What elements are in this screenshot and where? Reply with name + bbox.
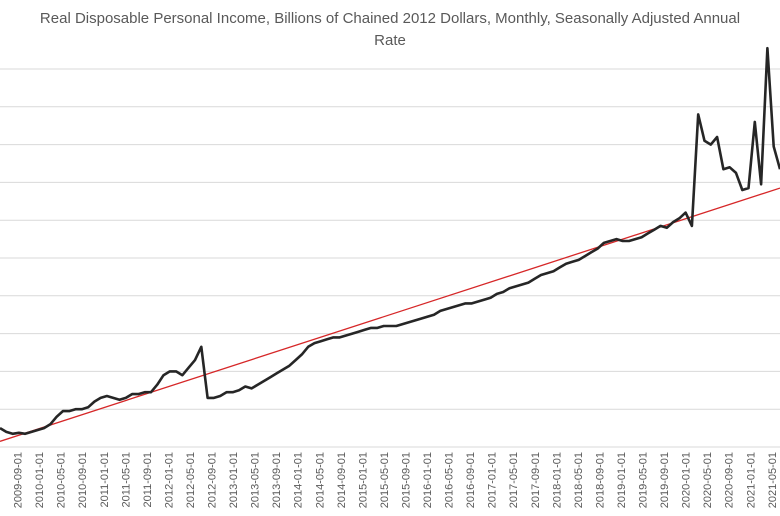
x-tick-label: 2013-05-01 [250,452,262,508]
x-tick-label: 2014-09-01 [336,452,348,508]
x-tick-label: 2021-05-01 [767,452,779,508]
x-tick-label: 2018-01-01 [551,452,563,508]
chart-lines [0,46,780,442]
x-tick-label: 2012-09-01 [207,452,219,508]
x-tick-label: 2014-01-01 [293,452,305,508]
x-tick-label: 2016-09-01 [465,452,477,508]
x-tick-label: 2010-05-01 [56,452,68,508]
x-tick-label: 2018-05-01 [573,452,585,508]
x-tick-label: 2015-09-01 [400,452,412,508]
gridlines [0,68,780,448]
x-tick-label: 2021-01-01 [745,452,757,508]
x-tick-label: 2019-01-01 [616,452,628,508]
x-tick-label: 2009-01-01 [0,452,3,508]
x-tick-label: 2015-01-01 [357,452,369,508]
x-tick-label: 2011-01-01 [99,452,111,507]
x-tick-label: 2020-05-01 [702,452,714,508]
x-tick-label: 2011-05-01 [120,452,132,507]
x-tick-label: 2011-09-01 [142,452,154,507]
x-tick-label: 2019-09-01 [659,452,671,508]
x-tick-label: 2012-01-01 [163,452,175,508]
x-tick-label: 2012-05-01 [185,452,197,508]
x-tick-label: 2010-01-01 [34,452,46,508]
trendline [0,187,780,442]
x-tick-label: 2017-01-01 [487,452,499,508]
x-tick-label: 2009-09-01 [13,452,25,508]
x-tick-label: 2015-05-01 [379,452,391,508]
chart-title-line-1: Real Disposable Personal Income, Billion… [39,10,741,27]
x-tick-label: 2013-09-01 [271,452,283,508]
x-tick-label: 2010-09-01 [77,452,89,508]
x-axis-tick-labels: 2009-01-01 2009-09-01 2010-01-01 2010-05-01… [0,452,779,508]
x-tick-label: 2020-01-01 [681,452,693,508]
x-tick-label: 2018-09-01 [594,452,606,508]
x-tick-label: 2014-05-01 [314,452,326,508]
chart-title: Real Disposable Personal Income, Billion… [0,8,780,52]
series-line [0,46,780,436]
x-tick-label: 2016-01-01 [422,452,434,508]
x-tick-label: 2020-09-01 [724,452,736,508]
x-tick-label: 2017-05-01 [508,452,520,508]
chart-title-line-2: Rate [374,32,406,49]
x-tick-label: 2016-05-01 [444,452,456,508]
x-tick-label: 2019-05-01 [638,452,650,508]
x-tick-label: 2017-09-01 [530,452,542,508]
x-tick-label: 2013-01-01 [228,452,240,508]
